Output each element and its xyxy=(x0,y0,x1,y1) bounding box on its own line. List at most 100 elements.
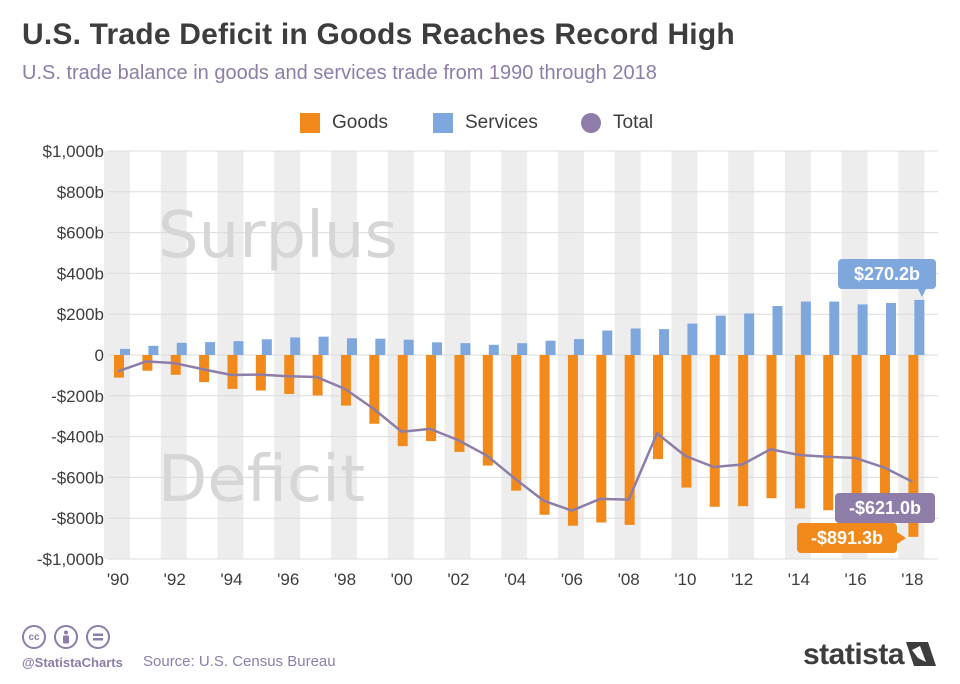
services-bar xyxy=(630,328,641,355)
goods-bar xyxy=(454,355,465,452)
services-bar xyxy=(460,343,471,355)
services-bar xyxy=(261,339,272,355)
services-bar xyxy=(346,338,357,355)
services-bar xyxy=(800,301,811,355)
y-tick-label: -$800b xyxy=(51,509,104,528)
goods-bar xyxy=(794,355,805,509)
legend-item-goods: Goods xyxy=(300,110,388,136)
creative-commons-icon: cc xyxy=(22,625,46,649)
services-bar xyxy=(205,342,216,355)
goods-bar xyxy=(539,355,550,515)
services-bar xyxy=(233,341,244,355)
x-tick-label: '02 xyxy=(447,570,469,589)
y-tick-label: $200b xyxy=(57,305,104,324)
goods-bar xyxy=(114,355,124,378)
deficit-watermark: Deficit xyxy=(158,443,365,517)
y-tick-label: $400b xyxy=(57,264,104,283)
goods-bar xyxy=(397,355,408,447)
license-icons: cc xyxy=(22,625,110,649)
chart-title: U.S. Trade Deficit in Goods Reaches Reco… xyxy=(22,18,735,51)
services-bar xyxy=(488,344,499,355)
legend: Goods Services Total xyxy=(0,110,960,136)
services-bar xyxy=(517,343,528,355)
goods-bar xyxy=(653,355,664,460)
goods-bar xyxy=(426,355,437,442)
services-bar xyxy=(148,345,159,355)
services-bar xyxy=(545,340,556,355)
x-tick-label: '98 xyxy=(334,570,356,589)
services-bar xyxy=(432,342,443,355)
services-2018-label-box xyxy=(838,259,936,289)
services-bar xyxy=(659,329,670,355)
y-tick-label: -$600b xyxy=(51,468,104,487)
services-bar xyxy=(885,302,896,355)
goods-bar xyxy=(142,355,153,371)
services-bar xyxy=(744,313,755,355)
x-tick-label: '96 xyxy=(277,570,299,589)
source-note: Source: U.S. Census Bureau xyxy=(143,653,336,670)
goods-bar xyxy=(567,355,578,526)
services-bar xyxy=(573,339,584,355)
services-bar xyxy=(318,336,329,355)
x-tick-label: '14 xyxy=(788,570,810,589)
services-bar xyxy=(290,337,301,355)
goods-bar xyxy=(709,355,720,507)
services-bar xyxy=(857,304,868,355)
x-tick-label: '06 xyxy=(561,570,583,589)
legend-swatch-services xyxy=(433,113,453,133)
x-tick-label: '10 xyxy=(674,570,696,589)
goods-2018-label-box xyxy=(797,523,897,553)
x-tick-label: '94 xyxy=(220,570,242,589)
x-tick-label: '12 xyxy=(731,570,753,589)
x-tick-label: '16 xyxy=(845,570,867,589)
services-bar xyxy=(120,348,130,355)
goods-bar xyxy=(482,355,493,466)
legend-swatch-goods xyxy=(300,113,320,133)
goods-bar xyxy=(340,355,351,406)
services-bar xyxy=(176,342,187,355)
chart-subtitle: U.S. trade balance in goods and services… xyxy=(22,62,657,84)
x-tick-label: '00 xyxy=(391,570,413,589)
goods-bar xyxy=(511,355,522,491)
x-tick-label: '08 xyxy=(618,570,640,589)
goods-bar xyxy=(908,355,919,537)
services-bar xyxy=(602,330,613,355)
legend-label-services: Services xyxy=(465,112,538,133)
goods-2018-label: -$891.3b xyxy=(811,528,883,548)
goods-bar xyxy=(738,355,749,507)
goods-bar xyxy=(766,355,777,499)
goods-bar xyxy=(879,355,890,520)
services-bar xyxy=(715,315,726,355)
x-tick-label: '04 xyxy=(504,570,526,589)
goods-bar xyxy=(227,355,238,389)
services-bar xyxy=(772,306,783,355)
legend-swatch-total xyxy=(581,113,601,133)
y-tick-label: -$200b xyxy=(51,387,104,406)
y-tick-label: $600b xyxy=(57,224,104,243)
goods-bar xyxy=(312,355,323,396)
goods-bar xyxy=(255,355,266,391)
goods-bar xyxy=(681,355,692,488)
goods-bar xyxy=(170,355,181,375)
y-tick-label: 0 xyxy=(95,346,104,365)
surplus-watermark: Surplus xyxy=(158,199,398,273)
goods-bar xyxy=(823,355,834,511)
y-tick-label: -$1,000b xyxy=(37,550,104,569)
total-line xyxy=(117,360,913,512)
legend-item-services: Services xyxy=(433,110,538,136)
goods-bar xyxy=(596,355,607,523)
legend-label-goods: Goods xyxy=(332,112,388,133)
y-tick-label: $1,000b xyxy=(43,142,104,161)
y-tick-label: $800b xyxy=(57,183,104,202)
attribution-icon xyxy=(54,625,78,649)
services-bar xyxy=(829,301,840,355)
services-bar xyxy=(375,338,386,355)
x-tick-label: '90 xyxy=(107,570,129,589)
services-bar xyxy=(687,323,698,355)
total-2018-label: -$621.0b xyxy=(849,498,921,518)
statista-logo-icon xyxy=(906,642,936,666)
goods-2018-label-pointer xyxy=(897,532,906,544)
x-tick-label: '18 xyxy=(901,570,923,589)
statista-logo: statista xyxy=(803,638,905,671)
